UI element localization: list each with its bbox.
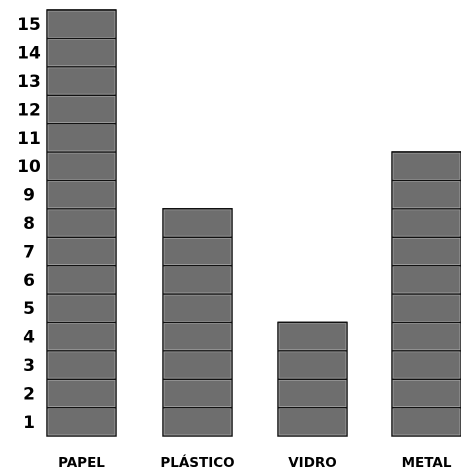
bar-block	[163, 266, 232, 294]
bar-metal	[391, 151, 461, 437]
bar-block	[47, 266, 116, 294]
bar-papel	[46, 9, 117, 437]
bar-block	[392, 379, 461, 408]
y-tick-label: 2	[23, 384, 35, 404]
bar-block	[47, 294, 116, 322]
bar-block	[47, 152, 116, 180]
x-category-label: METAL	[402, 455, 452, 469]
bar-block	[278, 351, 347, 379]
bar-block	[47, 10, 116, 38]
bar-block	[392, 408, 461, 436]
y-tick-label: 4	[23, 328, 35, 348]
bar-block	[163, 322, 232, 351]
x-category-label: PAPEL	[58, 455, 105, 469]
bar-block	[392, 209, 461, 237]
y-tick-label: 1	[23, 413, 35, 433]
bar-block	[47, 39, 116, 67]
bar-block	[47, 209, 116, 237]
y-tick-label: 12	[17, 100, 41, 120]
bar-vidro	[277, 321, 348, 437]
bar-block	[278, 379, 347, 408]
bar-block	[47, 124, 116, 152]
bar-block	[392, 322, 461, 351]
y-tick-label: 7	[23, 242, 35, 262]
bar-block	[47, 351, 116, 379]
bar-block	[47, 67, 116, 95]
bar-block	[392, 152, 461, 180]
y-tick-label: 6	[23, 271, 35, 291]
bar-block	[47, 180, 116, 209]
x-category-label: PLÁSTICO	[160, 454, 234, 469]
bar-block	[47, 95, 116, 123]
x-axis: PAPEL PLÁSTICO VIDRO METAL	[58, 454, 452, 469]
bar-block	[163, 379, 232, 408]
y-tick-label: 9	[23, 186, 35, 206]
bar-block	[47, 379, 116, 408]
bar-block	[278, 322, 347, 351]
y-tick-label: 13	[17, 72, 41, 92]
bar-block	[47, 237, 116, 265]
bar-block	[47, 322, 116, 351]
bar-block	[392, 266, 461, 294]
y-tick-label: 3	[23, 356, 35, 376]
bar-block	[47, 408, 116, 436]
y-tick-label: 8	[23, 214, 35, 234]
bar-plástico	[162, 208, 233, 437]
bar-block	[392, 180, 461, 209]
bar-block	[163, 408, 232, 436]
bars	[46, 9, 461, 437]
bar-block	[392, 294, 461, 322]
y-tick-label: 15	[17, 15, 41, 35]
x-category-label: VIDRO	[288, 455, 337, 469]
y-tick-label: 10	[17, 157, 41, 177]
bar-block	[278, 408, 347, 436]
bar-block	[163, 351, 232, 379]
bar-block	[392, 237, 461, 265]
bar-block	[163, 294, 232, 322]
y-tick-label: 5	[23, 299, 35, 319]
y-tick-label: 11	[17, 129, 41, 149]
bar-block	[163, 237, 232, 265]
y-tick-label: 14	[17, 44, 41, 64]
bar-block	[163, 209, 232, 237]
bar-block	[392, 351, 461, 379]
